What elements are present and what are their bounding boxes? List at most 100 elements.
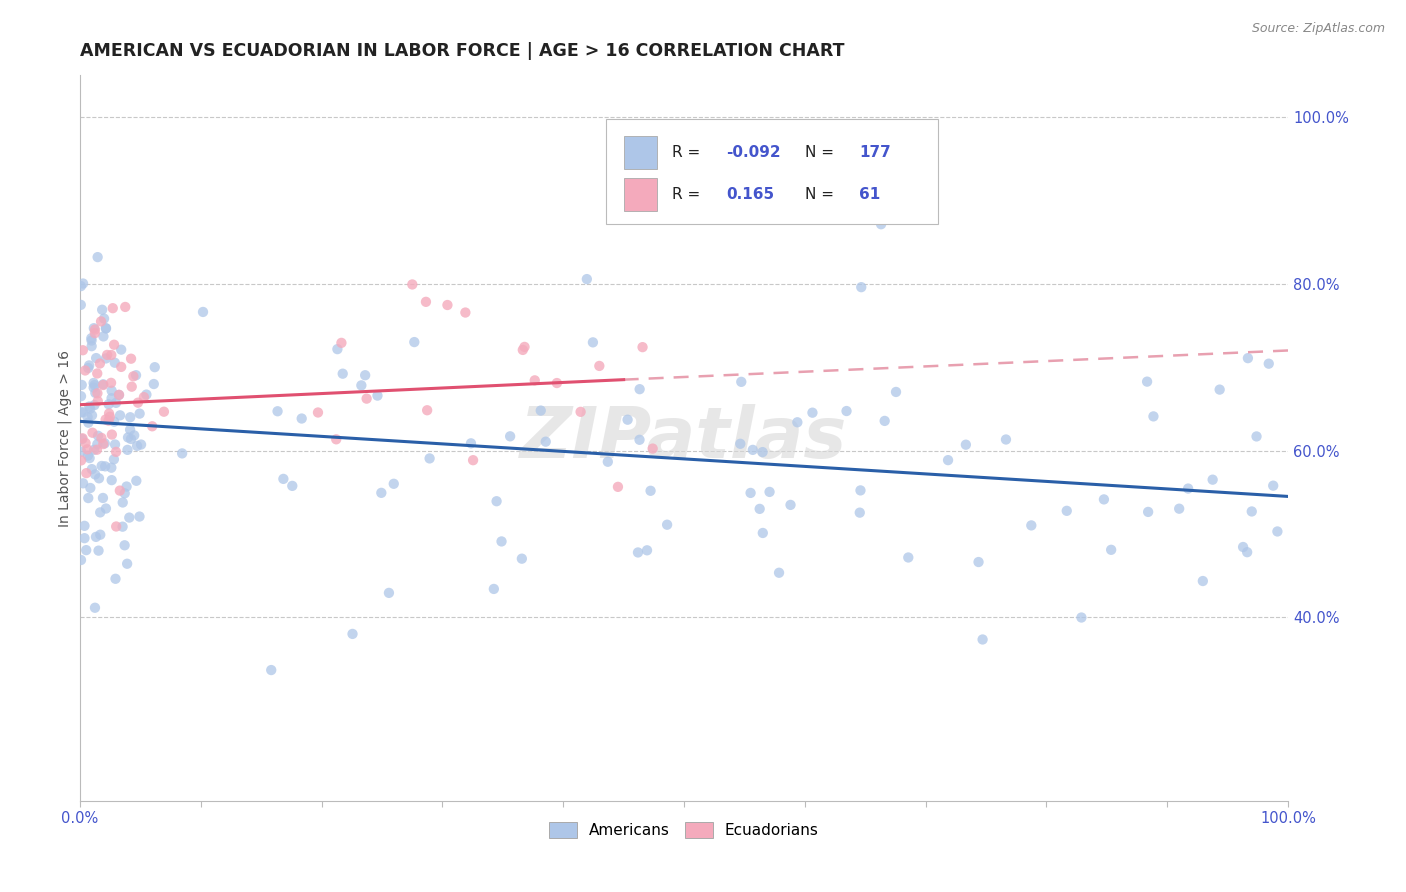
Point: [416, 403, 439, 417]
Point: [83, 398, 105, 412]
Point: [77, 359, 100, 373]
Point: [83, 442, 105, 457]
Point: [103, 452, 125, 467]
FancyBboxPatch shape: [624, 178, 658, 211]
Point: [104, 572, 127, 586]
Point: [326, 342, 349, 356]
Point: [80, 334, 103, 348]
Point: [108, 388, 131, 402]
Point: [1201, 473, 1223, 487]
Point: [79, 481, 101, 495]
Point: [84, 351, 107, 365]
Point: [1192, 574, 1215, 588]
Point: [98, 409, 121, 424]
Point: [98, 407, 121, 421]
Point: [73, 518, 96, 533]
Point: [125, 368, 148, 383]
Point: [100, 384, 122, 398]
Point: [513, 340, 536, 354]
Point: [80, 331, 103, 345]
Point: [70, 553, 93, 567]
Point: [401, 277, 423, 292]
Point: [86, 367, 108, 381]
Point: [1237, 351, 1260, 366]
Point: [104, 437, 127, 451]
Point: [325, 432, 347, 446]
Point: [84, 600, 107, 615]
Point: [1142, 409, 1164, 424]
Point: [93, 329, 115, 343]
Point: [569, 405, 592, 419]
Point: [91, 437, 114, 451]
Point: [94, 351, 117, 366]
Point: [172, 446, 194, 460]
Point: [884, 384, 907, 399]
Point: [332, 367, 354, 381]
Point: [70, 453, 93, 467]
Point: [141, 419, 163, 434]
Text: 61: 61: [859, 187, 880, 202]
Point: [499, 429, 522, 443]
Point: [101, 301, 124, 316]
Point: [105, 396, 128, 410]
Point: [90, 314, 112, 328]
Point: [83, 321, 105, 335]
Point: [100, 473, 122, 487]
Point: [1056, 504, 1078, 518]
Point: [482, 582, 505, 596]
Point: [110, 343, 132, 357]
Point: [70, 279, 93, 293]
Point: [93, 311, 115, 326]
Text: N =: N =: [804, 145, 839, 161]
Point: [851, 280, 873, 294]
Point: [129, 437, 152, 451]
Point: [97, 414, 120, 428]
Point: [105, 519, 128, 533]
Text: Source: ZipAtlas.com: Source: ZipAtlas.com: [1251, 22, 1385, 36]
Point: [1137, 505, 1160, 519]
Point: [627, 545, 650, 559]
Point: [84, 322, 107, 336]
Point: [132, 390, 155, 404]
Point: [90, 458, 112, 473]
Point: [512, 343, 534, 357]
Point: [370, 486, 392, 500]
Point: [835, 404, 858, 418]
Point: [291, 411, 314, 425]
Point: [121, 379, 143, 393]
Text: N =: N =: [804, 187, 839, 202]
Point: [86, 250, 108, 264]
Point: [114, 300, 136, 314]
Point: [120, 410, 142, 425]
Point: [115, 479, 138, 493]
Point: [117, 430, 139, 444]
Point: [82, 425, 104, 440]
Point: [103, 337, 125, 351]
Point: [350, 378, 373, 392]
Point: [588, 359, 610, 373]
Point: [260, 663, 283, 677]
Point: [122, 369, 145, 384]
FancyBboxPatch shape: [624, 136, 658, 169]
Point: [752, 526, 775, 541]
Point: [546, 376, 568, 390]
Point: [741, 442, 763, 457]
Point: [730, 375, 752, 389]
Point: [86, 386, 108, 401]
Point: [1257, 357, 1279, 371]
Point: [84, 530, 107, 544]
Point: [96, 348, 118, 362]
Text: AMERICAN VS ECUADORIAN IN LABOR FORCE | AGE > 16 CORRELATION CHART: AMERICAN VS ECUADORIAN IN LABOR FORCE | …: [80, 42, 845, 60]
Point: [356, 392, 378, 406]
Text: R =: R =: [672, 145, 704, 161]
Point: [1263, 478, 1285, 492]
Point: [111, 519, 134, 533]
Point: [307, 405, 329, 419]
Point: [740, 486, 762, 500]
Point: [1246, 429, 1268, 443]
Point: [530, 403, 553, 417]
Point: [436, 298, 458, 312]
Point: [870, 217, 893, 231]
Point: [91, 377, 114, 392]
Point: [779, 498, 801, 512]
